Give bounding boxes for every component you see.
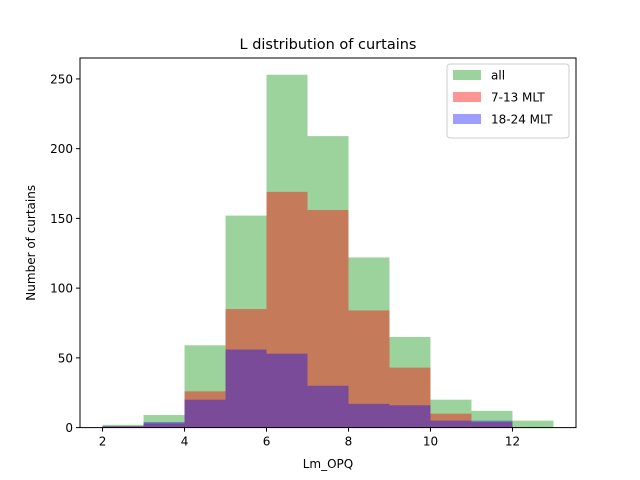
x-tick-label: 12: [505, 435, 520, 449]
bar-all-10: [512, 420, 554, 428]
bar-18-24-mlt-7: [389, 405, 431, 428]
bar-all-5: [307, 136, 349, 428]
bar-all-1: [143, 415, 185, 428]
x-tick-label: 4: [181, 435, 189, 449]
bar-18-24-mlt-5: [307, 385, 349, 428]
bar-18-24-mlt-2: [184, 399, 226, 428]
y-tick-label: 100: [50, 282, 73, 296]
legend-swatch: [453, 92, 481, 102]
bar-18-24-mlt-4: [266, 353, 308, 428]
y-tick-label: 200: [50, 142, 73, 156]
legend-label: 18-24 MLT: [491, 113, 553, 127]
chart-title: L distribution of curtains: [240, 37, 417, 53]
x-axis-label: Lm_OPQ: [303, 457, 354, 471]
bar-18-24-mlt-1: [143, 422, 185, 428]
bar-all-0: [102, 424, 144, 428]
bar-all-7: [389, 336, 431, 428]
bar-7-13-mlt-3: [225, 309, 267, 428]
x-tick-label: 2: [99, 435, 107, 449]
legend: all 7-13 MLT 18-24 MLT: [446, 63, 570, 139]
bar-all-8: [430, 399, 472, 428]
bar-7-13-mlt-9: [471, 422, 513, 428]
y-tick-label: 250: [50, 72, 73, 86]
legend-swatch: [453, 70, 481, 80]
legend-label: all: [491, 69, 505, 83]
legend-label: 7-13 MLT: [491, 91, 545, 105]
y-axis: 0 50 100 150 200 250: [50, 72, 80, 435]
bar-7-13-mlt-6: [348, 310, 390, 428]
legend-swatch: [453, 114, 481, 124]
legend-box: [446, 63, 570, 139]
bar-all-2: [184, 345, 226, 428]
bar-7-13-mlt-7: [389, 367, 431, 428]
plot-frame: [79, 57, 577, 429]
bar-all-6: [348, 257, 390, 428]
y-tick-label: 150: [50, 212, 73, 226]
bar-18-24-mlt-0: [102, 426, 144, 428]
x-axis: 2 4 6 8 10 12: [99, 427, 520, 449]
bar-18-24-mlt-8: [430, 420, 472, 428]
bar-all-3: [225, 215, 267, 428]
bar-7-13-mlt-5: [307, 210, 349, 428]
histogram-bars: [102, 74, 554, 428]
x-tick-label: 10: [423, 435, 438, 449]
bar-7-13-mlt-8: [430, 413, 472, 428]
bar-18-24-mlt-9: [471, 420, 513, 428]
bar-18-24-mlt-6: [348, 403, 390, 428]
x-tick-label: 6: [263, 435, 271, 449]
bar-7-13-mlt-1: [143, 423, 185, 428]
y-tick-label: 0: [65, 421, 73, 435]
y-tick-label: 50: [58, 351, 73, 365]
bar-all-9: [471, 410, 513, 428]
bar-all-4: [266, 74, 308, 428]
bar-7-13-mlt-2: [184, 391, 226, 428]
bar-7-13-mlt-4: [266, 191, 308, 428]
bar-18-24-mlt-3: [225, 349, 267, 428]
x-tick-label: 8: [345, 435, 353, 449]
y-axis-label: Number of curtains: [24, 185, 38, 301]
bar-7-13-mlt-0: [102, 426, 144, 428]
